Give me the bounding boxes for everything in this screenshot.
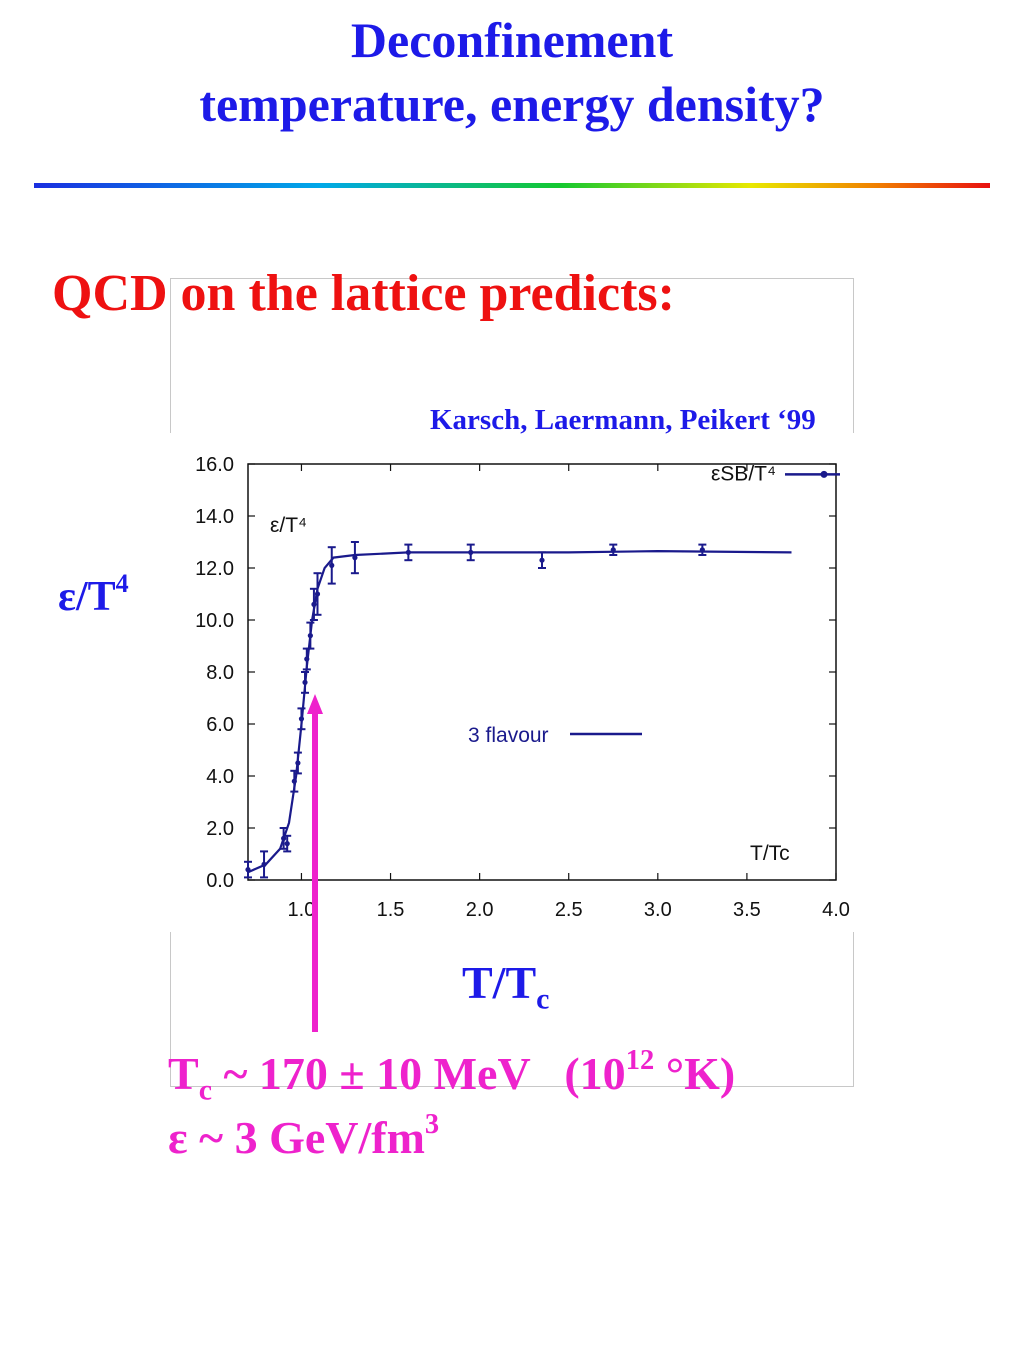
result-1-unit: °K) [654, 1048, 736, 1099]
data-point-17 [610, 547, 616, 553]
section-heading: QCD on the lattice predicts: [52, 265, 675, 322]
result-2-exponent: 3 [424, 1109, 440, 1141]
sb-limit-label: εSB/T⁴ [711, 462, 776, 485]
y-tick-label-4: 8.0 [206, 662, 234, 684]
x-tick-label-3: 2.5 [555, 899, 583, 921]
data-point-8 [304, 656, 310, 662]
data-point-4 [291, 778, 297, 784]
data-point-1 [261, 861, 267, 867]
sb-limit-marker [820, 470, 828, 478]
x-tick-label-0: 1.0 [288, 899, 316, 921]
y-axis-label-exponent: 4 [115, 568, 129, 598]
rainbow-divider [34, 183, 990, 188]
citation: Karsch, Laermann, Peikert ‘99 [430, 404, 816, 436]
data-point-9 [307, 633, 313, 639]
result-1-value: ~ 170 ± 10 MeV (10 [211, 1048, 626, 1099]
result-2-value: ε ~ 3 GeV/fm [168, 1112, 425, 1163]
inplot-y-label: ε/T⁴ [270, 514, 307, 537]
x-tick-label-4: 3.0 [644, 899, 672, 921]
x-tick-label-6: 4.0 [822, 899, 850, 921]
y-tick-label-2: 4.0 [206, 766, 234, 788]
data-point-12 [329, 562, 335, 568]
data-point-3 [284, 841, 290, 847]
title-line-2: temperature, energy density? [199, 76, 825, 132]
y-axis-label-base: ε/T [58, 574, 116, 620]
frame-top [170, 278, 854, 279]
data-point-11 [314, 591, 321, 597]
x-tick-label-5: 3.5 [733, 899, 761, 921]
y-axis-label: ε/T4 [58, 568, 129, 622]
data-point-14 [405, 549, 411, 555]
data-point-13 [352, 555, 358, 561]
data-point-0 [245, 867, 251, 873]
legend-label: 3 flavour [468, 724, 549, 747]
y-tick-label-1: 2.0 [206, 818, 234, 840]
result-1-exponent: 12 [625, 1045, 655, 1077]
critical-temperature-result: Tc ~ 170 ± 10 MeV (1012 °K) [168, 1045, 736, 1105]
frame-bottom [170, 1086, 854, 1087]
result-1-subscript: c [198, 1073, 212, 1107]
data-point-16 [539, 557, 545, 563]
data-point-5 [295, 760, 301, 766]
data-point-18 [699, 547, 705, 553]
x-axis-label-subscript: c [536, 982, 550, 1016]
energy-density-chart: 0.0 2.0 4.0 6.0 8.0 10.0 12.0 14.0 16.0 1.0 1.5 2.0… [195, 454, 850, 921]
data-point-6 [298, 716, 305, 722]
frame-left-upper [170, 278, 171, 433]
result-1-symbol: T [168, 1048, 199, 1099]
data-point-15 [468, 549, 474, 555]
y-tick-label-3: 6.0 [206, 714, 234, 736]
y-tick-label-6: 12.0 [195, 558, 234, 580]
y-tick-label-5: 10.0 [195, 610, 234, 632]
tc-arrow [307, 694, 323, 1032]
slide-title: Deconfinement temperature, energy densit… [0, 8, 1024, 136]
data-point-10 [311, 601, 317, 607]
inplot-x-label: T/Tc [750, 842, 790, 865]
energy-density-result: ε ~ 3 GeV/fm3 [168, 1110, 439, 1166]
frame-right-upper [853, 278, 854, 433]
y-tick-label-8: 16.0 [195, 454, 234, 476]
data-point-2 [281, 835, 287, 841]
x-axis-label-base: T/T [462, 957, 537, 1008]
y-tick-label-0: 0.0 [206, 870, 234, 892]
title-line-1: Deconfinement [350, 12, 674, 68]
x-axis-label: T/Tc [462, 955, 549, 1014]
data-point-7 [302, 679, 308, 685]
y-tick-label-7: 14.0 [195, 506, 234, 528]
frame-left-lower [170, 932, 171, 1087]
frame-right-lower [853, 932, 854, 1087]
x-tick-label-1: 1.5 [377, 899, 405, 921]
x-tick-label-2: 2.0 [466, 899, 494, 921]
